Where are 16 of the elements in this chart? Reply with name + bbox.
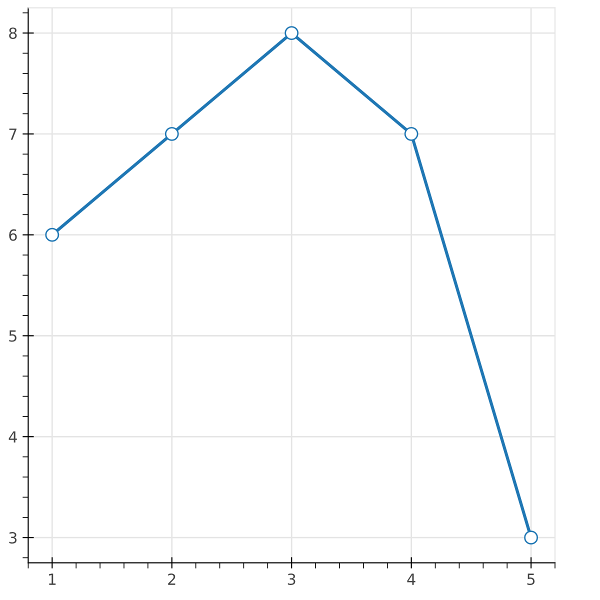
y-tick-label: 5 — [9, 330, 16, 342]
y-tick-label: 8 — [9, 27, 17, 40]
x-tick-label: 1 — [48, 574, 56, 585]
point — [404, 126, 418, 141]
x-tick-label: 3 — [288, 573, 296, 586]
y-tick-label: 6 — [9, 229, 17, 241]
x-tick-label: 5 — [527, 574, 535, 586]
y-tick-label: 3 — [9, 532, 17, 544]
x-tick-label: 2 — [168, 573, 176, 585]
y-tick-label: 7 — [9, 128, 16, 140]
x-tick-label: 4 — [407, 574, 416, 585]
point — [164, 126, 179, 141]
point — [524, 530, 538, 545]
y-tick-label: 4 — [8, 431, 17, 442]
point — [284, 26, 299, 40]
point — [45, 228, 60, 242]
